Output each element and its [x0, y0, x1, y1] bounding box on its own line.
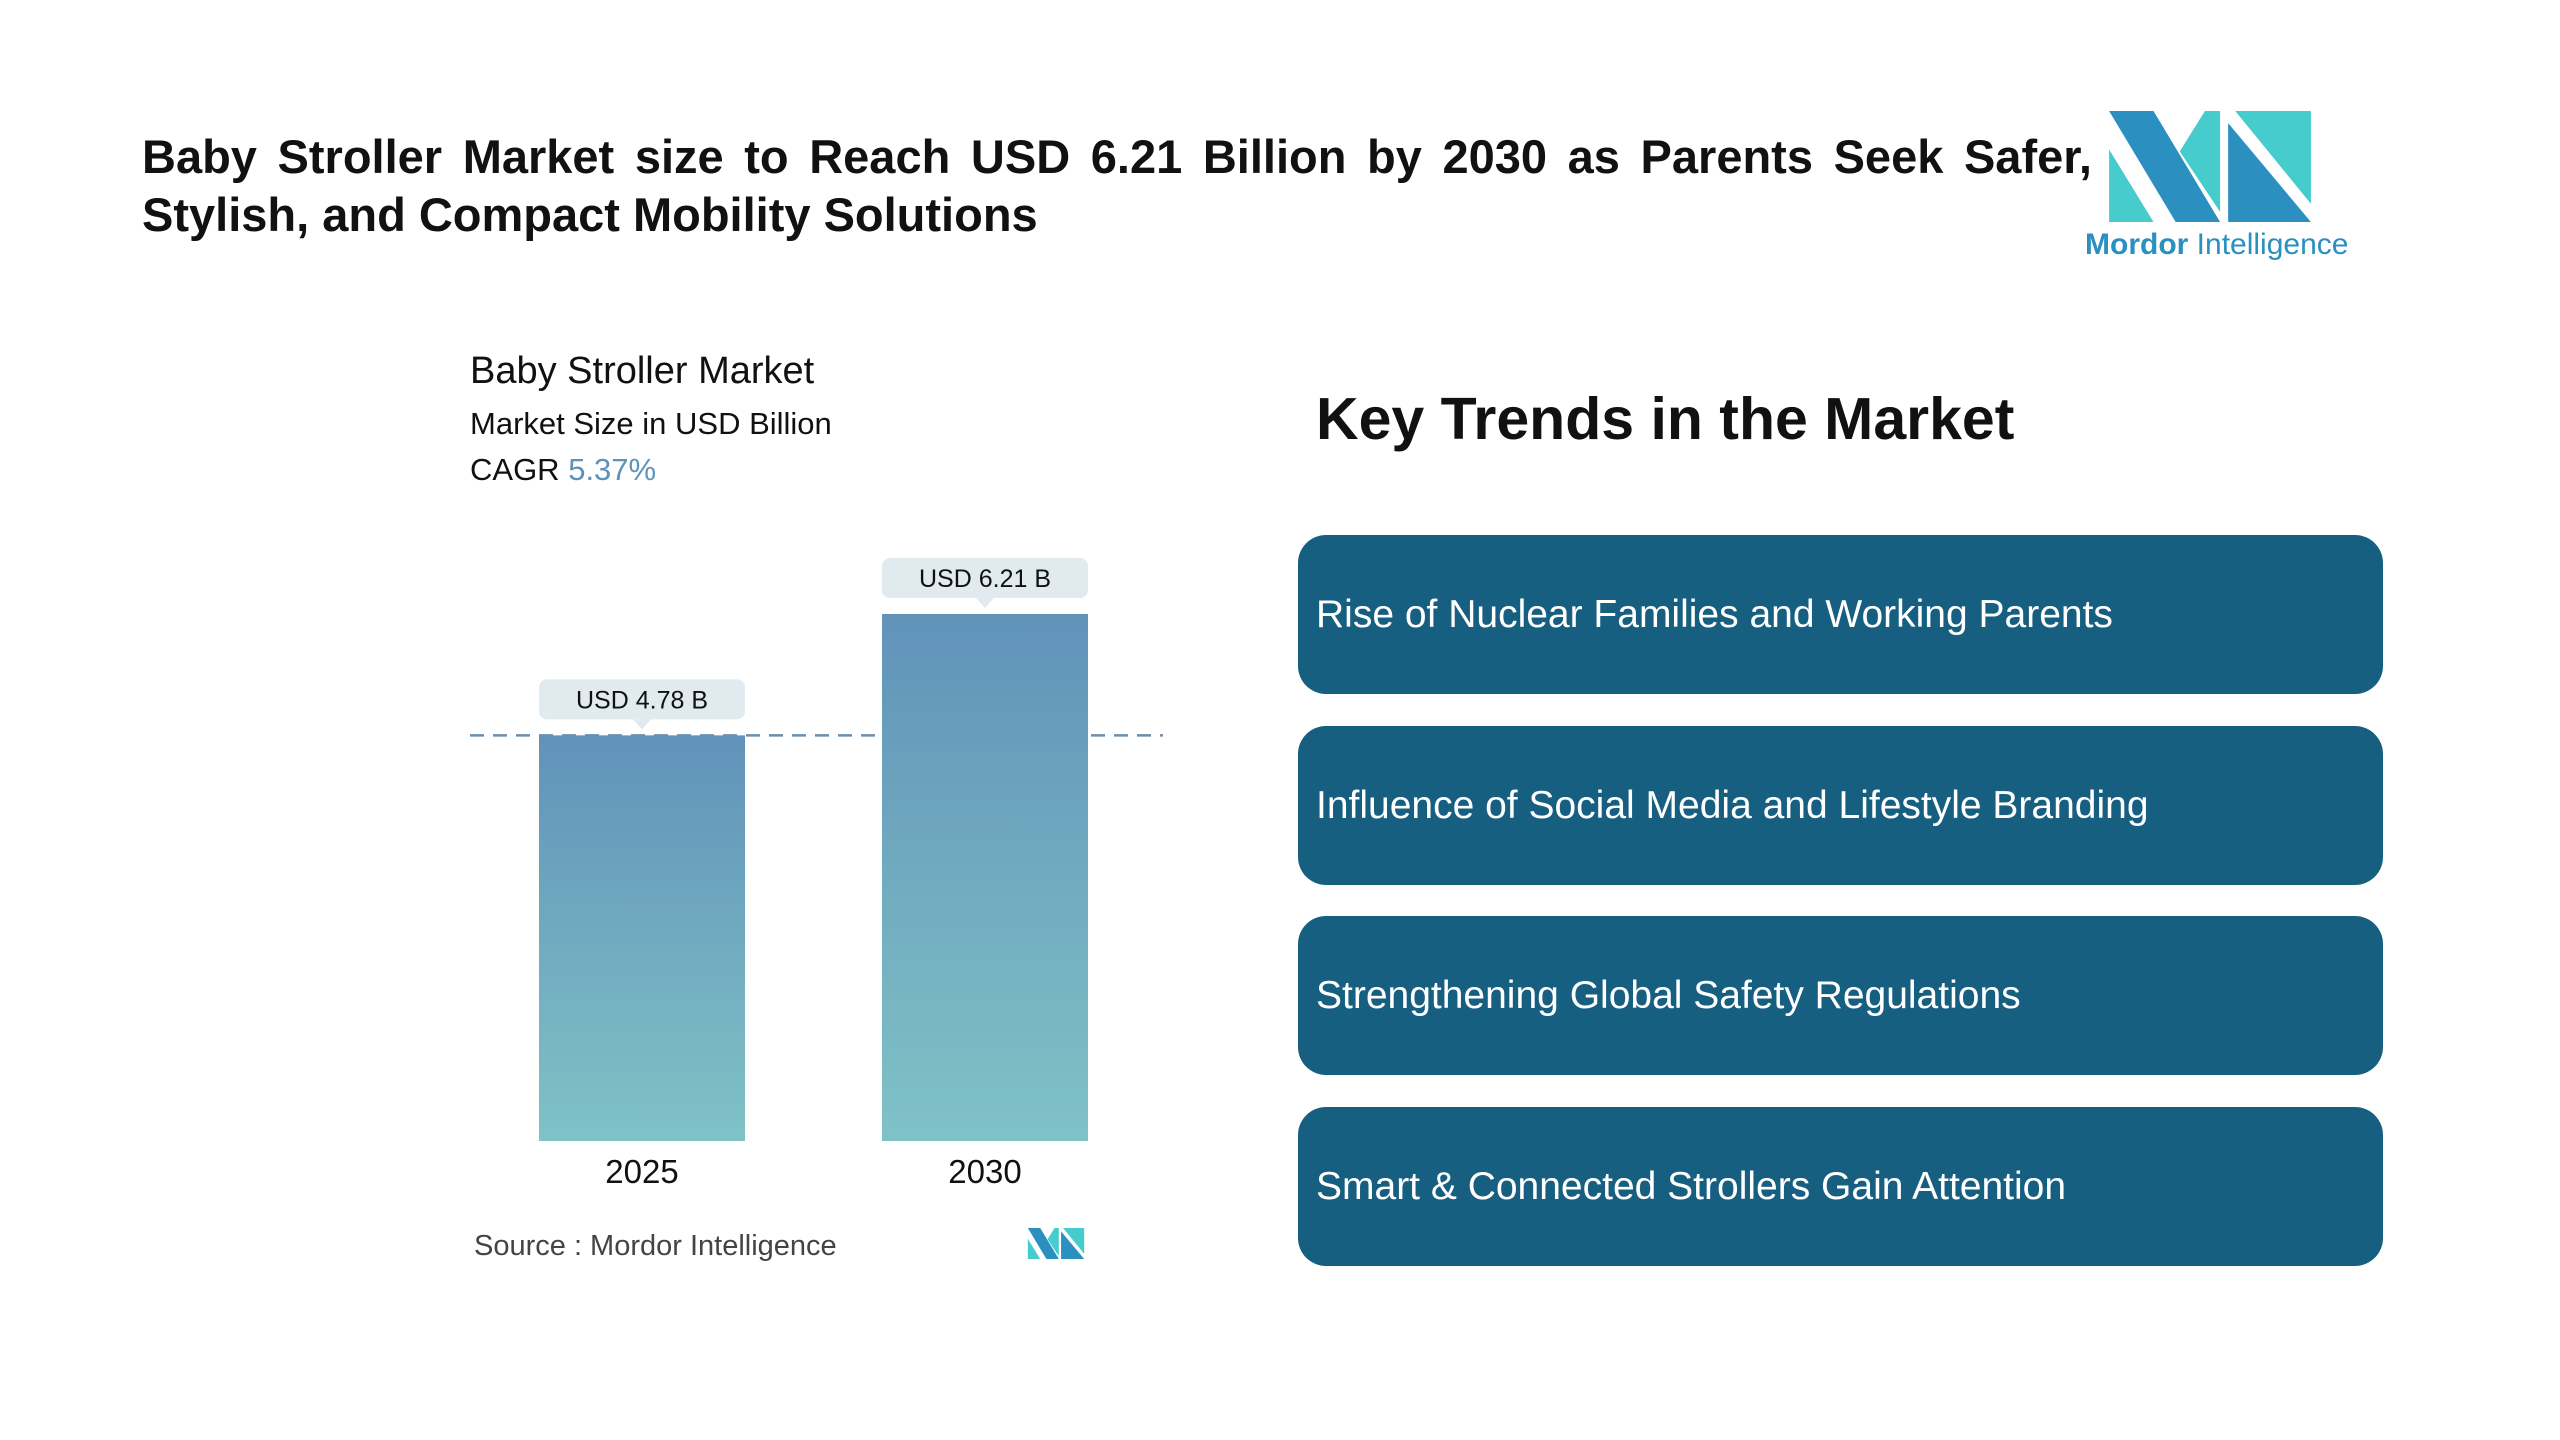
- chart-subtitle: Market Size in USD Billion: [470, 406, 832, 441]
- x-tick-label: 2025: [605, 1153, 678, 1190]
- trend-card: Rise of Nuclear Families and Working Par…: [1298, 535, 2383, 694]
- trend-label: Smart & Connected Strollers Gain Attenti…: [1316, 1164, 2067, 1208]
- headline: Baby Stroller Market size to Reach USD 6…: [142, 130, 2092, 241]
- trend-label: Rise of Nuclear Families and Working Par…: [1316, 592, 2113, 636]
- trends-title: Key Trends in the Market: [1316, 386, 2015, 452]
- x-tick-label: 2030: [948, 1153, 1021, 1190]
- logo-text: Mordor Intelligence: [2085, 228, 2349, 261]
- data-label-bubble: [882, 558, 1088, 598]
- data-label: USD 4.78 B: [576, 686, 708, 714]
- trend-label: Influence of Social Media and Lifestyle …: [1316, 783, 2149, 827]
- trend-card: Smart & Connected Strollers Gain Attenti…: [1298, 1107, 2383, 1266]
- mordor-logo: [2109, 111, 2311, 222]
- trend-label: Strengthening Global Safety Regulations: [1316, 973, 2021, 1017]
- source-text: Source : Mordor Intelligence: [474, 1230, 837, 1262]
- bar-2025: [539, 735, 745, 1141]
- bar-2030: [882, 614, 1088, 1141]
- data-label-bubble: [539, 679, 745, 720]
- data-label: USD 6.21 B: [919, 565, 1051, 593]
- chart-cagr: CAGR 5.37%: [470, 452, 657, 487]
- chart-title: Baby Stroller Market: [470, 350, 815, 392]
- data-label-pointer: [633, 719, 651, 730]
- mordor-small-logo: [1027, 1228, 1085, 1259]
- trend-card: Influence of Social Media and Lifestyle …: [1298, 726, 2383, 885]
- data-label-pointer: [976, 598, 994, 608]
- trend-card: Strengthening Global Safety Regulations: [1298, 916, 2383, 1075]
